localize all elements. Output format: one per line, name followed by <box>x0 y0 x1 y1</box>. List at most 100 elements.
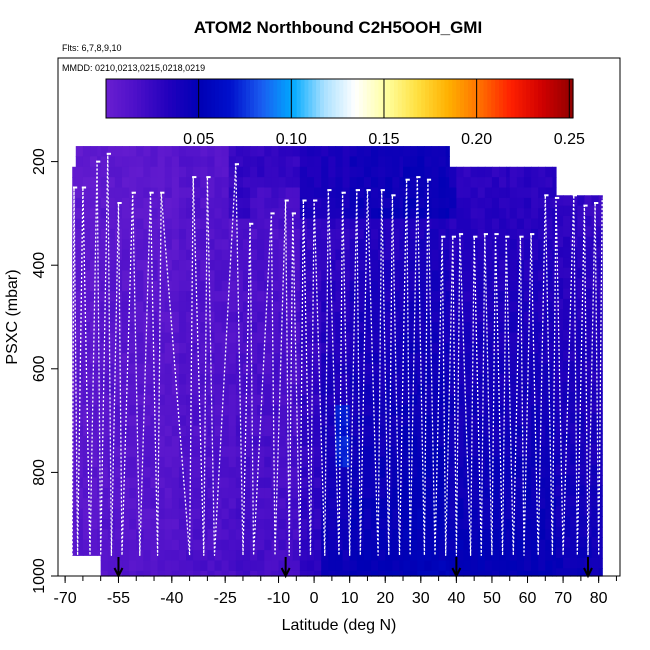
curtain-cell <box>214 177 223 189</box>
curtain-cell <box>193 467 201 479</box>
curtain-cell <box>477 187 486 199</box>
curtain-cell <box>463 239 472 251</box>
curtain-cell <box>363 560 372 572</box>
curtain-cell <box>509 487 518 499</box>
curtain-cell <box>321 239 329 251</box>
curtain-cell <box>328 467 337 479</box>
curtain-cell <box>97 239 102 251</box>
curtain-cell <box>143 156 152 168</box>
curtain-cell <box>385 467 393 479</box>
curtain-cell <box>523 487 532 499</box>
curtain-cell <box>75 446 84 458</box>
curtain-cell <box>555 485 564 497</box>
curtain-cell <box>378 425 386 437</box>
curtain-cell <box>306 456 315 468</box>
curtain-cell <box>207 498 216 510</box>
curtain-cell <box>410 249 418 261</box>
curtain-cell <box>171 560 180 572</box>
curtain-cell <box>403 166 411 178</box>
curtain-cell <box>299 446 308 458</box>
curtain-cell <box>431 384 440 396</box>
curtain-cell <box>456 187 465 199</box>
curtain-cell <box>207 436 216 448</box>
curtain-cell <box>242 291 251 303</box>
curtain-cell <box>136 311 144 323</box>
colorbar-swatch <box>502 79 508 118</box>
curtain-cell <box>100 260 109 271</box>
curtain-cell <box>75 156 84 168</box>
curtain-cell <box>356 166 365 178</box>
curtain-cell <box>538 570 546 577</box>
curtain-cell <box>378 415 386 427</box>
colorbar-tick-label: 0.20 <box>461 131 492 148</box>
curtain-cell <box>509 208 518 220</box>
curtain-cell <box>342 519 351 530</box>
curtain-cell <box>186 291 194 303</box>
curtain-cell <box>342 260 351 271</box>
curtain-cell <box>143 550 152 562</box>
curtain-cell <box>424 384 433 396</box>
curtain-cell <box>285 197 294 209</box>
curtain-cell <box>342 353 351 365</box>
curtain-cell <box>250 436 258 448</box>
curtain-cell <box>477 311 486 323</box>
curtain-cell <box>499 301 507 313</box>
colorbar-swatch <box>176 79 181 118</box>
curtain-cell <box>122 270 130 282</box>
curtain-cell <box>499 550 507 562</box>
curtain-cell <box>171 529 180 541</box>
curtain-cell <box>484 197 493 209</box>
curtain-cell <box>545 477 554 489</box>
curtain-cell <box>75 197 84 209</box>
curtain-cell <box>97 228 102 240</box>
curtain-cell <box>150 270 159 282</box>
curtain-cell <box>456 218 465 230</box>
curtain-cell <box>200 322 208 334</box>
curtain-cell <box>143 415 152 427</box>
curtain-cell <box>129 239 137 251</box>
curtain-cell <box>228 415 237 427</box>
curtain-cell <box>207 363 216 375</box>
curtain-cell <box>264 384 273 396</box>
curtain-cell <box>484 436 493 448</box>
curtain-cell <box>235 322 244 334</box>
curtain-cell <box>499 177 507 189</box>
curtain-cell <box>178 394 187 406</box>
colorbar-swatch <box>113 79 119 118</box>
curtain-cell <box>349 218 358 230</box>
curtain-cell <box>456 570 465 577</box>
curtain-cell <box>107 353 116 365</box>
curtain-cell <box>523 332 532 344</box>
curtain-cell <box>122 539 130 551</box>
curtain-cell <box>449 291 457 303</box>
curtain-cell <box>392 260 401 271</box>
curtain-cell <box>484 570 493 577</box>
curtain-cell <box>136 353 144 365</box>
curtain-cell <box>97 477 102 489</box>
curtain-cell <box>285 270 294 282</box>
curtain-cell <box>570 443 578 455</box>
curtain-cell <box>164 425 173 437</box>
curtain-cell <box>129 529 137 541</box>
curtain-cell <box>228 166 237 178</box>
curtain-cell <box>178 529 187 541</box>
curtain-cell <box>122 332 130 344</box>
curtain-cell <box>392 342 401 354</box>
curtain-cell <box>143 197 152 209</box>
curtain-cell <box>328 446 337 458</box>
curtain-cell <box>385 363 393 375</box>
curtain-cell <box>129 342 137 354</box>
curtain-cell <box>545 508 554 520</box>
curtain-cell <box>470 280 479 292</box>
curtain-cell <box>371 291 379 303</box>
curtain-cell <box>250 477 258 489</box>
curtain-cell <box>207 239 216 251</box>
curtain-cell <box>438 197 447 209</box>
curtain-cell <box>356 570 365 577</box>
curtain-cell <box>136 322 144 334</box>
curtain-cell <box>75 550 84 556</box>
curtain-cell <box>356 363 365 375</box>
curtain-cell <box>335 415 344 427</box>
curtain-cell <box>214 467 223 479</box>
curtain-cell <box>328 156 337 168</box>
